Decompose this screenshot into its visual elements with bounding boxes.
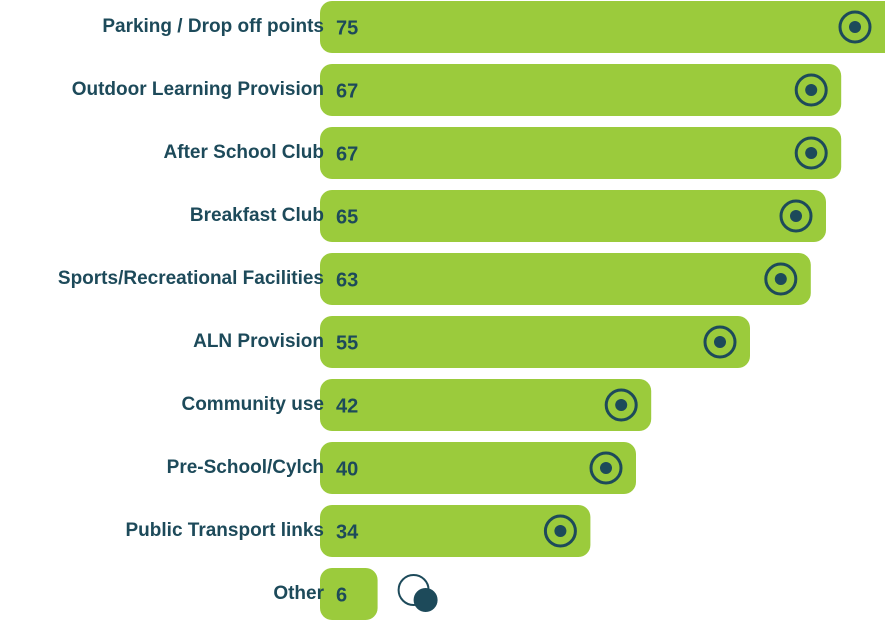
icon bbox=[714, 336, 726, 348]
icon bbox=[554, 525, 567, 537]
bar bbox=[320, 505, 591, 557]
value-label: 55 bbox=[336, 332, 358, 354]
bar bbox=[320, 64, 842, 116]
category-label: Other bbox=[273, 583, 324, 604]
value-label: 67 bbox=[336, 143, 358, 165]
icon bbox=[838, 10, 872, 44]
icon bbox=[779, 199, 813, 233]
bar bbox=[320, 253, 811, 305]
category-label: Sports/Recreational Facilities bbox=[58, 268, 324, 289]
value-label: 6 bbox=[336, 584, 347, 606]
bar bbox=[320, 1, 885, 53]
icon bbox=[600, 462, 612, 474]
value-label: 75 bbox=[336, 17, 358, 39]
value-label: 42 bbox=[336, 395, 358, 417]
category-label: Outdoor Learning Provision bbox=[72, 79, 324, 100]
icon bbox=[805, 84, 818, 96]
category-label: Parking / Drop off points bbox=[102, 16, 324, 37]
bar bbox=[320, 568, 378, 620]
icon bbox=[774, 273, 787, 285]
icon bbox=[794, 73, 828, 107]
category-label: Community use bbox=[181, 394, 324, 415]
category-label: Breakfast Club bbox=[190, 205, 324, 226]
bar bbox=[320, 127, 842, 179]
icon bbox=[764, 262, 798, 296]
icon bbox=[790, 210, 802, 222]
icon bbox=[794, 136, 828, 170]
icon bbox=[805, 147, 818, 159]
category-label: After School Club bbox=[164, 142, 324, 163]
icon bbox=[543, 514, 577, 548]
bar bbox=[320, 442, 636, 494]
icon bbox=[589, 451, 623, 485]
icon bbox=[703, 325, 737, 359]
icon bbox=[604, 388, 638, 422]
value-label: 40 bbox=[336, 458, 358, 480]
bar bbox=[320, 316, 750, 368]
category-label: Pre-School/Cylch bbox=[167, 457, 324, 478]
icon bbox=[615, 399, 628, 411]
value-label: 65 bbox=[336, 206, 358, 228]
value-label: 63 bbox=[336, 269, 358, 291]
category-label: Public Transport links bbox=[126, 520, 325, 541]
category-label: ALN Provision bbox=[193, 331, 324, 352]
icon bbox=[849, 21, 861, 33]
value-label: 34 bbox=[336, 521, 359, 543]
value-label: 67 bbox=[336, 80, 358, 102]
bar bbox=[320, 379, 652, 431]
bar bbox=[320, 190, 826, 242]
icon bbox=[413, 588, 438, 612]
